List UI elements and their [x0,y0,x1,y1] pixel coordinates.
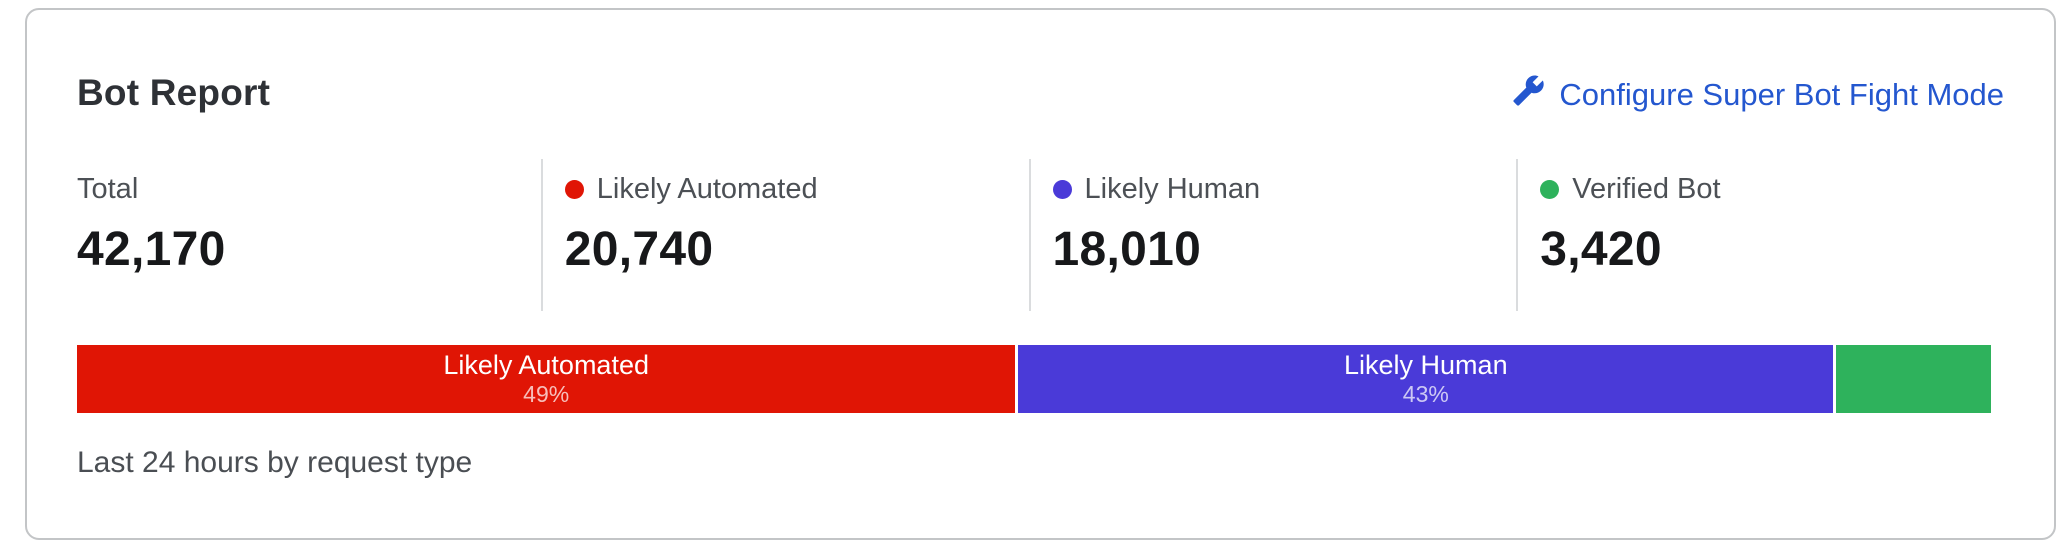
stat-total: Total 42,170 [77,159,541,311]
bar-segment-label: Likely Automated [443,350,649,380]
stat-value: 20,740 [564,223,714,276]
stat-value: 42,170 [77,223,226,276]
bar-segment-percent: 43% [1402,381,1449,407]
bar-segment-verified-bot [1836,345,1991,413]
chart-caption: Last 24 hours by request type [77,446,473,479]
legend-dot-icon [1052,180,1072,199]
page-title: Bot Report [77,72,271,113]
stat-label-line: Likely Human [1052,173,1517,206]
stats-row: Total 42,170 Likely Automated 20,740 Likely … [77,159,2004,311]
wrench-icon [1512,74,1545,115]
stat-label: Likely Automated [596,173,818,205]
stat-verified-bot: Verified Bot 3,420 [1516,159,2004,311]
bar-segment-likely-human: Likely Human 43% [1018,345,1834,413]
stat-likely-automated: Likely Automated 20,740 [540,159,1029,311]
stat-value: 3,420 [1540,223,1662,276]
legend-dot-icon [564,180,584,199]
bar-segment-percent: 49% [523,381,570,407]
stat-label: Verified Bot [1572,173,1721,205]
legend-dot-icon [1540,180,1560,199]
bar-segment-likely-automated: Likely Automated 49% [77,345,1016,413]
card-header: Bot Report Configure Super Bot Fight Mod… [77,72,2004,115]
stat-value: 18,010 [1052,223,1202,276]
bar-segment-label: Likely Human [1344,350,1508,380]
configure-link-label: Configure Super Bot Fight Mode [1559,76,2004,112]
stat-label: Total [77,173,139,205]
stat-label-line: Total [77,173,541,206]
bot-report-card: Bot Report Configure Super Bot Fight Mod… [25,8,2056,540]
stat-label-line: Likely Automated [564,173,1029,206]
stat-label-line: Verified Bot [1540,173,2004,206]
stat-label: Likely Human [1084,173,1261,205]
request-type-stacked-bar: Likely Automated 49% Likely Human 43% [77,345,1991,413]
configure-super-bot-fight-mode-link[interactable]: Configure Super Bot Fight Mode [1512,74,2004,115]
stat-likely-human: Likely Human 18,010 [1028,159,1517,311]
